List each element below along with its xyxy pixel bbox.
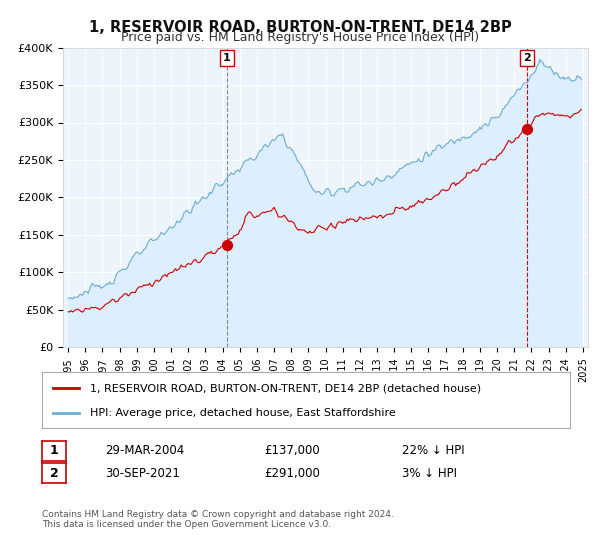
Text: HPI: Average price, detached house, East Staffordshire: HPI: Average price, detached house, East…: [89, 408, 395, 418]
Text: 30-SEP-2021: 30-SEP-2021: [105, 466, 180, 480]
Text: 2: 2: [50, 466, 58, 480]
Text: 2: 2: [523, 53, 531, 63]
Text: 3% ↓ HPI: 3% ↓ HPI: [402, 466, 457, 480]
Text: 1, RESERVOIR ROAD, BURTON-ON-TRENT, DE14 2BP: 1, RESERVOIR ROAD, BURTON-ON-TRENT, DE14…: [89, 20, 511, 35]
Text: £291,000: £291,000: [264, 466, 320, 480]
Text: 29-MAR-2004: 29-MAR-2004: [105, 444, 184, 458]
Point: [522, 125, 532, 134]
Text: £137,000: £137,000: [264, 444, 320, 458]
Text: 1, RESERVOIR ROAD, BURTON-ON-TRENT, DE14 2BP (detached house): 1, RESERVOIR ROAD, BURTON-ON-TRENT, DE14…: [89, 383, 481, 393]
Text: 1: 1: [50, 444, 58, 458]
Text: Contains HM Land Registry data © Crown copyright and database right 2024.
This d: Contains HM Land Registry data © Crown c…: [42, 510, 394, 529]
Text: Price paid vs. HM Land Registry's House Price Index (HPI): Price paid vs. HM Land Registry's House …: [121, 31, 479, 44]
Text: 22% ↓ HPI: 22% ↓ HPI: [402, 444, 464, 458]
Point: [222, 240, 232, 249]
Text: 1: 1: [223, 53, 231, 63]
